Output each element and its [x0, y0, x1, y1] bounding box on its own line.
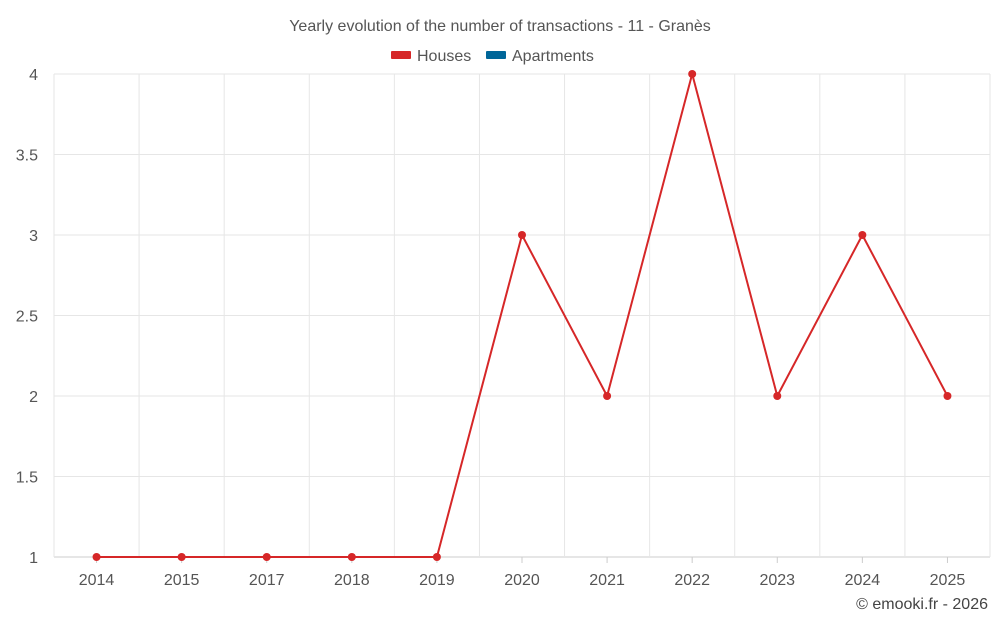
credit-text: © emooki.fr - 2026	[856, 596, 988, 613]
y-axis: 1 1.5 2 2.5 3 3.5 4	[16, 67, 38, 567]
x-tick-label: 2020	[504, 572, 540, 589]
x-tick-label: 2015	[164, 572, 200, 589]
legend-label-houses: Houses	[417, 48, 471, 65]
x-tick-label: 2024	[845, 572, 881, 589]
y-tick-label: 1	[29, 550, 38, 567]
grid	[53, 73, 991, 558]
x-tick-label: 2023	[759, 572, 795, 589]
x-tick-label: 2021	[589, 572, 625, 589]
y-tick-label: 2.5	[16, 309, 38, 326]
legend-label-apartments: Apartments	[512, 48, 594, 65]
data-point-houses	[518, 231, 526, 239]
data-point-houses	[688, 70, 697, 78]
data-point-houses	[177, 553, 186, 561]
y-tick-label: 4	[29, 67, 38, 84]
x-axis: 2014 2015 2017 2018 2019 2020 2021 2022 2023 2024…	[79, 557, 966, 589]
x-tick-label: 2017	[249, 572, 285, 589]
y-tick-label: 3.5	[16, 148, 38, 165]
data-point-houses	[858, 231, 867, 239]
series-layer	[92, 70, 952, 561]
chart-title: Yearly evolution of the number of transa…	[289, 18, 711, 35]
data-point-houses	[92, 553, 101, 561]
data-point-houses	[262, 553, 271, 561]
x-tick-label: 2014	[79, 572, 115, 589]
data-point-houses	[347, 553, 356, 561]
legend-item-houses[interactable]: Houses	[391, 48, 471, 65]
x-tick-label: 2025	[930, 572, 966, 589]
x-tick-label: 2018	[334, 572, 370, 589]
data-point-houses	[432, 553, 441, 561]
data-point-houses	[773, 392, 782, 400]
y-tick-label: 2	[29, 389, 38, 406]
legend: Houses Apartments	[391, 48, 594, 65]
legend-item-apartments[interactable]: Apartments	[486, 48, 594, 65]
data-point-houses	[603, 392, 612, 400]
data-point-houses	[943, 392, 952, 400]
x-tick-label: 2022	[674, 572, 710, 589]
x-tick-label: 2019	[419, 572, 455, 589]
legend-swatch-apartments	[486, 51, 506, 59]
y-tick-label: 1.5	[16, 470, 38, 487]
y-tick-label: 3	[29, 228, 38, 245]
legend-swatch-houses	[391, 51, 411, 59]
